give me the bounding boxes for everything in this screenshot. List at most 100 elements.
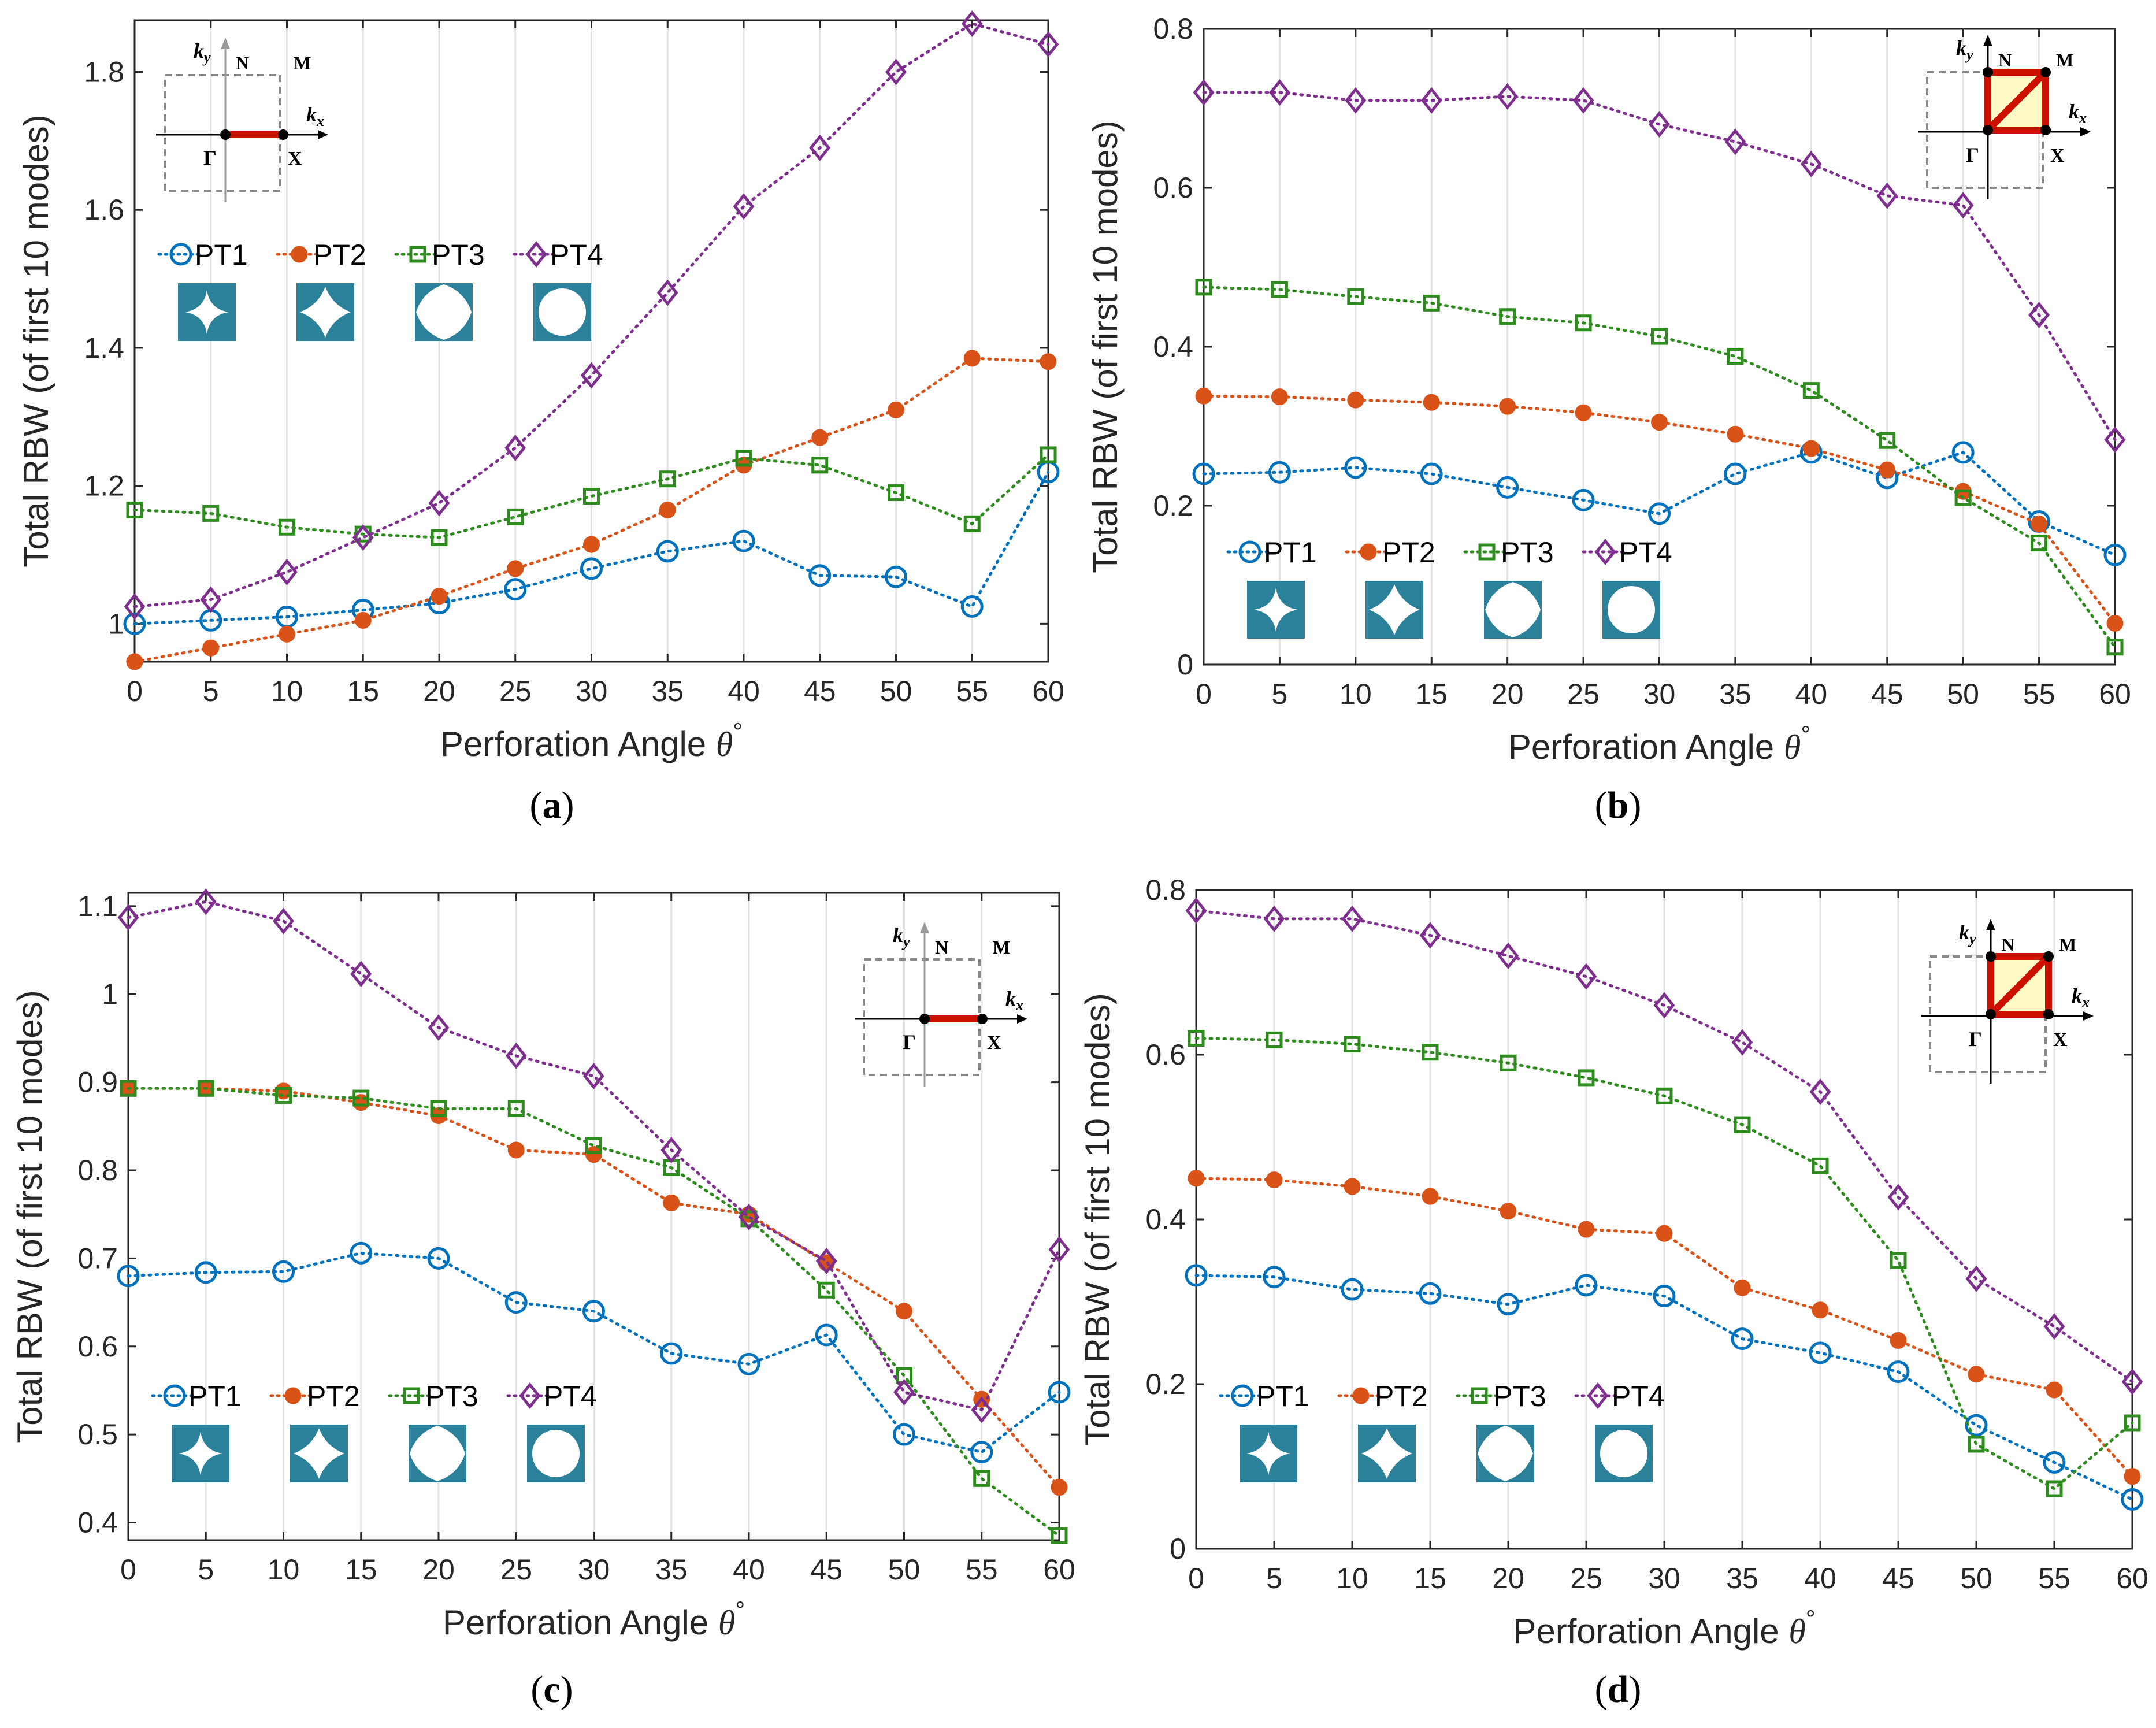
data-point-pt2 [431, 588, 448, 605]
data-point-pt1 [1951, 441, 1975, 464]
series-pt4 [1185, 897, 2143, 1395]
legend-label-pt1: PT1 [1264, 536, 1317, 569]
data-point-pt4 [195, 888, 217, 915]
x-tick-label: 50 [888, 1553, 921, 1586]
x-tick-label: 30 [576, 675, 608, 707]
data-point-pt1 [970, 1441, 993, 1464]
x-tick-label: 5 [198, 1553, 214, 1586]
gamma-point-label: Γ [1966, 143, 1979, 166]
x-tick-label: 20 [422, 1553, 455, 1586]
data-point-pt3 [1344, 1035, 1361, 1052]
y-axis-label: Total RBW (of first 10 modes) [1078, 993, 1117, 1446]
data-point-pt2 [1651, 414, 1668, 431]
data-point-pt1 [1809, 1341, 1832, 1364]
brillouin-zone-inset: ky N Mkx Γ X [855, 922, 1027, 1087]
data-point-pt1 [1263, 1266, 1286, 1289]
y-tick-label: 0.8 [1145, 874, 1186, 906]
data-point-pt2 [1266, 1171, 1283, 1189]
y-tick-label: 0.5 [77, 1418, 118, 1451]
data-point-pt4 [738, 1203, 760, 1230]
legend-label-pt3: PT3 [425, 1380, 478, 1412]
data-point-pt1 [885, 565, 907, 588]
data-point-pt4 [1341, 905, 1363, 932]
symmetry-point-dot [2040, 125, 2051, 135]
legend-label-pt2: PT2 [307, 1380, 360, 1412]
data-point-pt4 [273, 907, 294, 935]
y-tick-label: 0.2 [1153, 490, 1193, 522]
y-tick-label: 1 [102, 978, 118, 1010]
series-line-pt1 [127, 1251, 1061, 1454]
data-point-pt4 [2121, 1368, 2143, 1395]
data-point-pt2 [1195, 387, 1212, 405]
data-point-pt1 [1497, 1293, 1520, 1316]
data-point-pt4 [276, 558, 298, 585]
x-tick-label: 25 [500, 1553, 532, 1586]
x-tick-label: 50 [880, 675, 912, 707]
x-tick-label: 15 [347, 675, 379, 707]
gamma-point-dot [220, 129, 231, 140]
ky-label: ky [194, 39, 211, 66]
data-point-pt4 [428, 1014, 450, 1041]
data-point-pt2 [1727, 425, 1744, 443]
data-point-pt3 [973, 1470, 990, 1487]
data-point-pt1 [808, 564, 832, 587]
x-tick-label: 40 [728, 675, 760, 707]
y-tick-label: 0.6 [1145, 1039, 1186, 1071]
kx-arrow-icon [2080, 127, 2091, 136]
panel-caption: (d) [1595, 1668, 1642, 1711]
data-point-pt2 [1271, 388, 1288, 406]
gamma-point-label: Γ [1969, 1028, 1982, 1051]
series-line-pt1 [1202, 451, 2117, 557]
data-point-pt4 [2104, 426, 2126, 453]
pt4-hole-icon [1600, 1430, 1647, 1477]
data-point-pt3 [2031, 535, 2048, 552]
series-pt4 [117, 888, 1070, 1423]
data-point-pt1 [1575, 1274, 1598, 1297]
data-point-pt1 [1192, 462, 1215, 485]
n-point-label: N [236, 53, 249, 73]
data-point-pt2 [896, 1303, 912, 1320]
x-tick-label: 5 [203, 675, 219, 707]
legend-marker-pt2 [1360, 543, 1377, 561]
data-point-pt4 [504, 434, 526, 462]
symmetry-point-dot [1983, 125, 1993, 135]
data-point-pt2 [1890, 1332, 1907, 1349]
data-point-pt2 [1188, 1170, 1205, 1187]
data-point-pt2 [663, 1194, 680, 1211]
panel-caption: (a) [530, 784, 574, 826]
data-point-pt2 [1578, 1221, 1595, 1238]
ky-arrow-icon [1983, 35, 1992, 46]
kx-label: kx [2072, 984, 2090, 1011]
x-tick-label: 50 [1960, 1562, 1992, 1594]
data-point-pt1 [2043, 1451, 2066, 1474]
legend-marker-pt1 [163, 1384, 186, 1407]
series-line-pt3 [133, 453, 1050, 539]
series-pt2 [126, 350, 1057, 670]
data-point-pt3 [197, 1080, 214, 1097]
data-point-pt4 [971, 1396, 993, 1423]
legend-label-pt1: PT1 [1256, 1380, 1309, 1412]
ky-label: ky [893, 924, 910, 950]
data-point-pt4 [1731, 1029, 1753, 1056]
y-tick-label: 0.6 [77, 1330, 118, 1363]
y-tick-label: 0.8 [77, 1154, 118, 1186]
series-line-pt4 [1194, 909, 2134, 1384]
data-point-pt4 [350, 961, 372, 988]
data-point-pt2 [1968, 1366, 1985, 1383]
y-tick-label: 0 [1170, 1533, 1186, 1565]
data-point-pt4 [1263, 905, 1285, 932]
data-point-pt1 [893, 1423, 915, 1446]
pt3-hole-icon [416, 284, 472, 340]
series-pt4 [1193, 79, 2126, 453]
data-point-pt2 [1734, 1279, 1751, 1296]
pt2-hole-icon [1369, 584, 1420, 635]
data-point-pt4 [1497, 83, 1519, 110]
data-point-pt3 [735, 450, 752, 467]
data-point-pt3 [1727, 348, 1744, 365]
y-tick-label: 0.8 [1153, 13, 1193, 45]
panel-c: 0 5 10 15 20 25 30 35 40 45 50 55 60 0.4 0.5 0.6 0.7 0.8 0… [10, 888, 1075, 1711]
x-tick-label: 55 [966, 1553, 998, 1586]
pt3-hole-icon [1485, 582, 1541, 637]
y-tick-label: 0.4 [1153, 331, 1193, 363]
y-tick-label: 1.2 [84, 470, 124, 502]
